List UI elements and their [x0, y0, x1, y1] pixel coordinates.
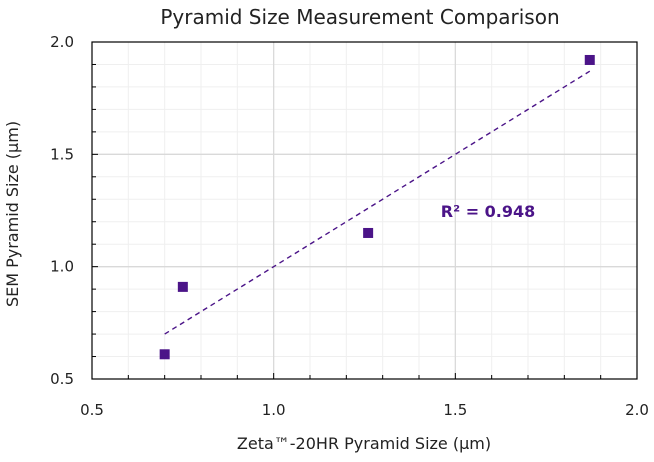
x-tick-label: 2.0	[625, 401, 649, 419]
data-point	[159, 349, 170, 360]
major-gridlines	[92, 42, 637, 379]
x-tick-labels: 0.5 1.0 1.5 2.0	[80, 401, 649, 419]
y-tick-label: 0.5	[50, 370, 74, 388]
r-squared-annotation: R² = 0.948	[441, 202, 535, 221]
data-point	[584, 54, 595, 65]
y-tick-labels: 0.5 1.0 1.5 2.0	[50, 33, 74, 388]
x-tick-label: 0.5	[80, 401, 104, 419]
y-tick-label: 2.0	[50, 33, 74, 51]
y-tick-label: 1.5	[50, 145, 74, 163]
y-axis-label: SEM Pyramid Size (µm)	[3, 121, 22, 307]
axis-ticks	[91, 41, 638, 380]
x-axis-label: Zeta™-20HR Pyramid Size (µm)	[237, 434, 491, 453]
chart-title: Pyramid Size Measurement Comparison	[160, 5, 559, 29]
data-point	[363, 227, 374, 238]
plot-area-border	[91, 41, 638, 380]
x-tick-label: 1.0	[262, 401, 286, 419]
data-points	[159, 54, 595, 360]
minor-gridlines	[92, 42, 637, 379]
y-tick-label: 1.0	[50, 258, 74, 276]
data-point	[177, 281, 188, 292]
x-tick-label: 1.5	[443, 401, 467, 419]
trendline	[164, 70, 591, 335]
